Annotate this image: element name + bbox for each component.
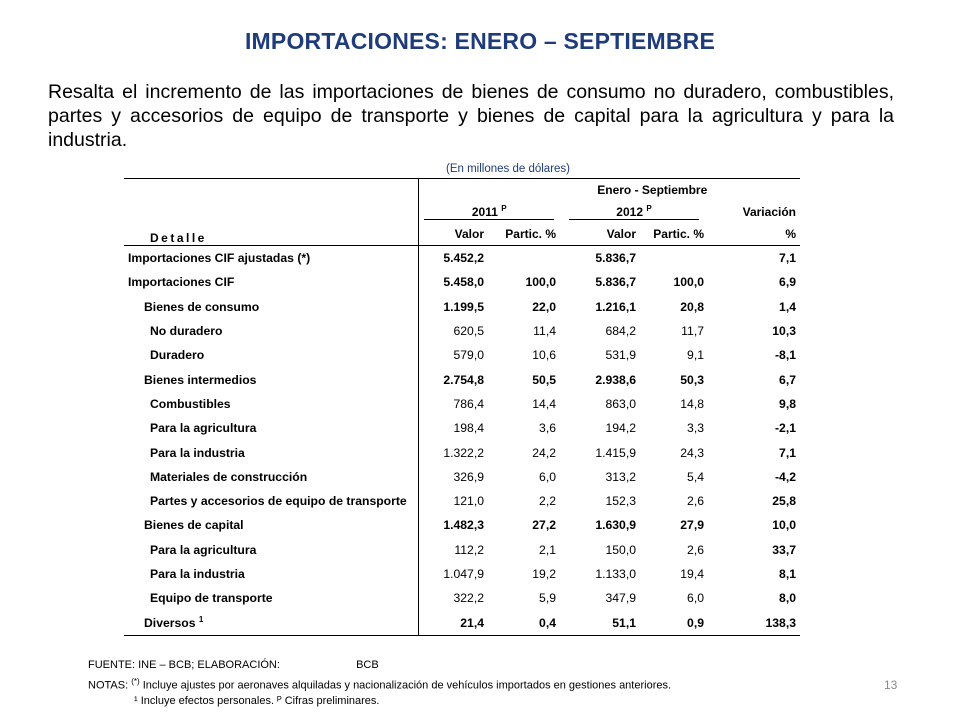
header-row-years: 2011 P 2012 P Variación bbox=[124, 201, 800, 223]
header-row-period: Enero - Septiembre bbox=[124, 178, 800, 201]
table-row: Importaciones CIF 5.458,0 100,0 5.836,7 … bbox=[124, 270, 800, 295]
footer-notes: NOTAS: (*) Incluye ajustes por aeronaves… bbox=[88, 677, 672, 692]
col-valor-2011: Valor bbox=[417, 223, 488, 246]
table-row: Combustibles 786,4 14,4 863,0 14,8 9,8 bbox=[124, 391, 800, 417]
table-row: Para la industria 1.047,9 19,2 1.133,0 1… bbox=[124, 561, 800, 587]
table-row: Para la agricultura 198,4 3,6 194,2 3,3 … bbox=[124, 416, 800, 441]
col-partic-2011: Partic. % bbox=[488, 223, 560, 246]
table-row: Equipo de transporte 322,2 5,9 347,9 6,0… bbox=[124, 586, 800, 611]
col-partic-2012: Partic. % bbox=[640, 223, 708, 246]
table-row: Diversos 1 21,4 0,4 51,1 0,9 138,3 bbox=[124, 610, 800, 636]
col-valor-2012: Valor bbox=[560, 223, 640, 246]
table-row: Bienes de capital 1.482,3 27,2 1.630,9 2… bbox=[124, 513, 800, 538]
imports-table: Enero - Septiembre 2011 P 2012 P Variaci… bbox=[124, 178, 800, 636]
col-pct: % bbox=[708, 223, 800, 246]
footer-source: FUENTE: INE – BCB; ELABORACIÓN: BCB bbox=[88, 659, 379, 671]
table-row: Bienes de consumo 1.199,5 22,0 1.216,1 2… bbox=[124, 294, 800, 319]
table-row: Para la agricultura 112,2 2,1 150,0 2,6 … bbox=[124, 537, 800, 562]
table-row: Para la industria 1.322,2 24,2 1.415,9 2… bbox=[124, 440, 800, 465]
table-row: No duradero 620,5 11,4 684,2 11,7 10,3 bbox=[124, 318, 800, 344]
unit-note: (En millones de dólares) bbox=[446, 163, 571, 175]
table-row: Duradero 579,0 10,6 531,9 9,1 -8,1 bbox=[124, 343, 800, 368]
header-row-columns: Detalle Valor Partic. % Valor Partic. % … bbox=[124, 223, 800, 246]
table-row: Importaciones CIF ajustadas (*) 5.452,2 … bbox=[124, 245, 800, 271]
period-header: Enero - Septiembre bbox=[417, 178, 800, 201]
year2-header: 2012 P bbox=[560, 201, 708, 223]
footer-note2: ¹ Incluye efectos personales. ᴾ Cifras p… bbox=[134, 695, 380, 707]
table-row: Bienes intermedios 2.754,8 50,5 2.938,6 … bbox=[124, 367, 800, 392]
year1-header: 2011 P bbox=[417, 201, 560, 223]
page-title: IMPORTACIONES: ENERO – SEPTIEMBRE bbox=[244, 28, 716, 54]
detail-header: Detalle bbox=[124, 223, 418, 246]
table-row: Materiales de construcción 326,9 6,0 313… bbox=[124, 464, 800, 489]
intro-paragraph: Resalta el incremento de las importacion… bbox=[48, 81, 894, 151]
table-row: Partes y accesorios de equipo de transpo… bbox=[124, 488, 800, 514]
page-number: 13 bbox=[884, 678, 898, 692]
variation-header: Variación bbox=[742, 205, 796, 219]
